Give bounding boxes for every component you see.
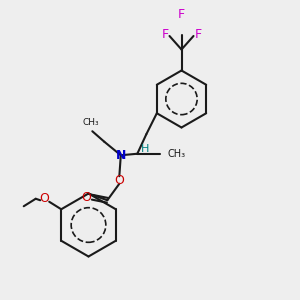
Text: O: O <box>114 174 124 187</box>
Text: F: F <box>161 28 169 41</box>
Text: O: O <box>39 192 49 205</box>
Text: N: N <box>116 149 126 162</box>
Text: O: O <box>81 191 91 204</box>
Text: H: H <box>141 144 149 154</box>
Text: CH₃: CH₃ <box>82 118 99 127</box>
Text: F: F <box>194 28 202 41</box>
Text: F: F <box>178 8 185 22</box>
Text: CH₃: CH₃ <box>167 149 185 159</box>
